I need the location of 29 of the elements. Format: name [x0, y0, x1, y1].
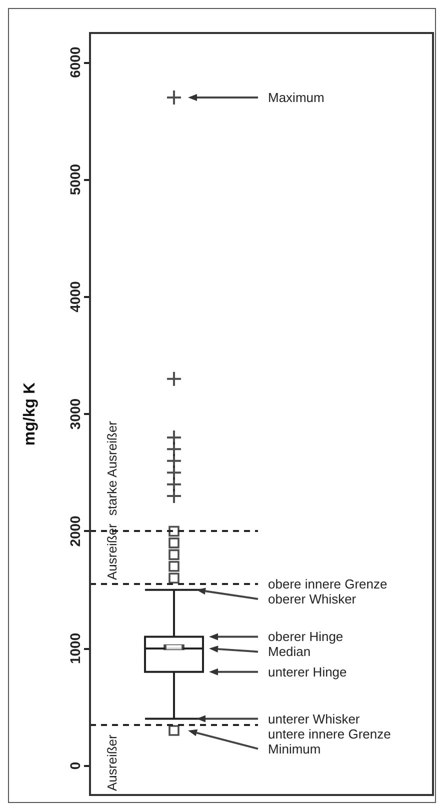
- point: [168, 538, 180, 548]
- point: [166, 429, 182, 446]
- y-tick-label: 2000: [67, 515, 83, 547]
- y-tick-label: 4000: [67, 280, 83, 312]
- annotation: Ausreißer: [104, 522, 120, 580]
- annotation: Ausreißer: [104, 734, 120, 791]
- ref-line-label: untere innere Grenze: [268, 726, 391, 742]
- point: [168, 549, 180, 560]
- y-tick-label: 0: [67, 762, 83, 770]
- text: oberer Hinge: [268, 629, 344, 644]
- point: [168, 561, 180, 572]
- y-tick-label: 6000: [67, 46, 83, 78]
- point: [168, 526, 180, 537]
- text: Minimum: [268, 741, 321, 756]
- point: [168, 572, 180, 584]
- text: unterer Hinge: [268, 664, 347, 680]
- text: oberer Whisker: [268, 591, 357, 606]
- point: [166, 370, 182, 387]
- y-tick-label: 3000: [67, 398, 83, 430]
- text: Median: [268, 644, 311, 660]
- y-axis-title: mg/kg K: [22, 382, 38, 446]
- y-tick-label: 1000: [67, 632, 83, 664]
- ref-line-label: obere innere Grenze: [268, 576, 388, 592]
- y-tick-label: 5000: [67, 164, 83, 196]
- text: Maximum: [268, 90, 324, 105]
- point: [168, 725, 180, 736]
- point: [166, 89, 182, 106]
- annotation: starke Ausreißer: [104, 420, 120, 516]
- text: unterer Whisker: [268, 711, 360, 726]
